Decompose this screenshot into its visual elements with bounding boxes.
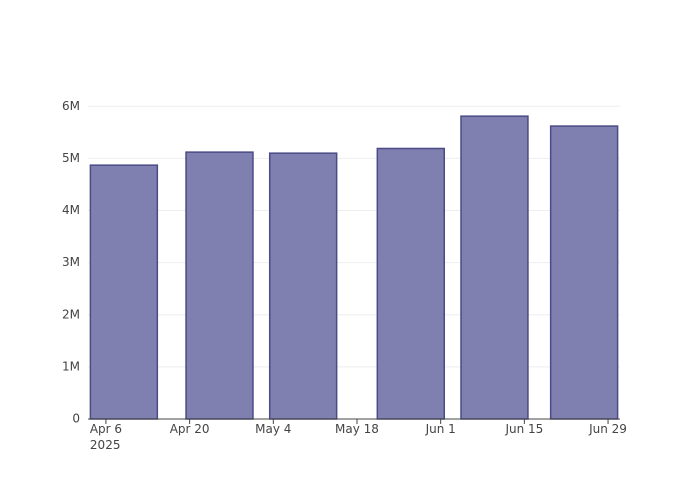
x-tick-label: Jun 1 bbox=[425, 422, 456, 436]
x-tick-label: Jun 15 bbox=[504, 422, 543, 436]
x-tick-label: May 18 bbox=[335, 422, 379, 436]
bar bbox=[460, 115, 529, 420]
x-tick-label: Jun 29 bbox=[588, 422, 627, 436]
bar bbox=[549, 125, 619, 420]
x-tick-label: Apr 6 2025 bbox=[90, 422, 122, 452]
y-tick-label: 0 bbox=[72, 412, 80, 426]
x-tick-label: May 4 bbox=[255, 422, 291, 436]
y-tick-label: 4M bbox=[62, 203, 80, 217]
y-tick-label: 5M bbox=[62, 151, 80, 165]
bar bbox=[376, 147, 446, 420]
y-tick-label: 2M bbox=[62, 307, 80, 321]
bar bbox=[89, 164, 159, 420]
y-tick-label: 6M bbox=[62, 99, 80, 113]
bar bbox=[268, 152, 338, 420]
y-tick-label: 3M bbox=[62, 255, 80, 269]
x-tick-label: Apr 20 bbox=[170, 422, 210, 436]
y-tick-label: 1M bbox=[62, 359, 80, 373]
bar bbox=[185, 151, 254, 420]
